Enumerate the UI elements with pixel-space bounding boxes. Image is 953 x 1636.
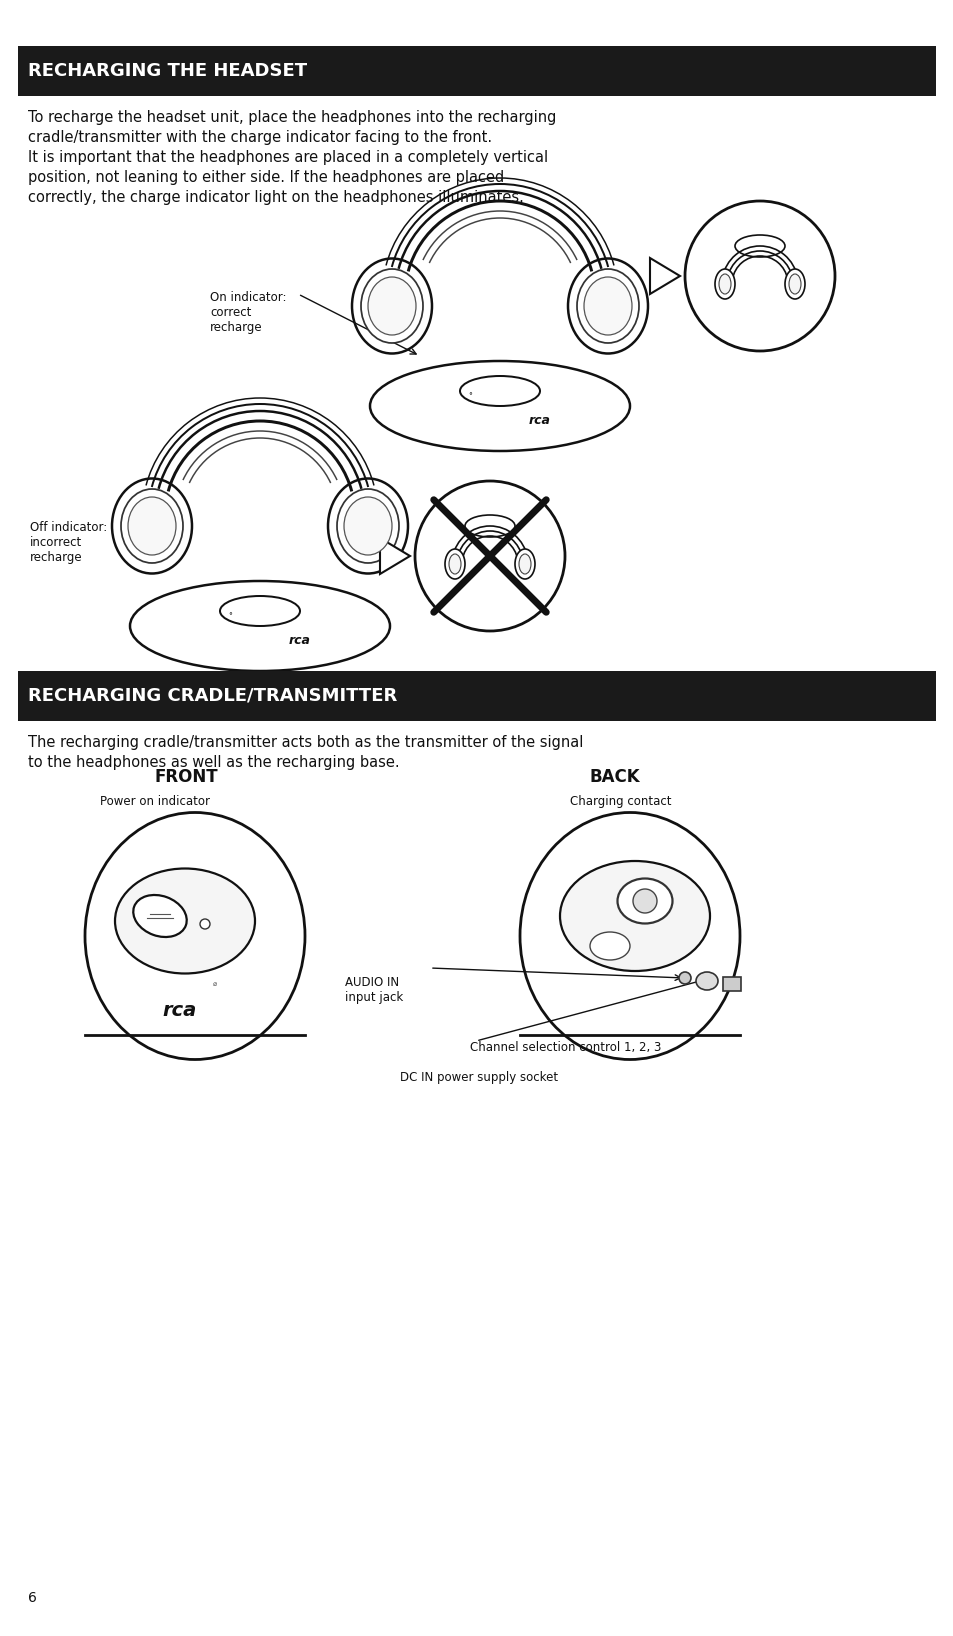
Text: The recharging cradle/transmitter acts both as the transmitter of the signal: The recharging cradle/transmitter acts b…	[28, 735, 583, 749]
Polygon shape	[379, 538, 410, 574]
Bar	[144, 515, 160, 551]
Ellipse shape	[464, 515, 515, 537]
Ellipse shape	[518, 555, 531, 574]
Ellipse shape	[328, 478, 408, 574]
Bar	[359, 515, 375, 551]
Text: rca: rca	[529, 414, 551, 427]
Ellipse shape	[360, 268, 422, 344]
Ellipse shape	[583, 276, 631, 335]
Ellipse shape	[617, 879, 672, 923]
Text: It is important that the headphones are placed in a completely vertical: It is important that the headphones are …	[28, 151, 548, 165]
Ellipse shape	[719, 273, 730, 294]
Ellipse shape	[336, 489, 398, 563]
Ellipse shape	[788, 273, 801, 294]
Ellipse shape	[370, 362, 629, 452]
Text: ⚬: ⚬	[227, 610, 233, 617]
Text: ⚬: ⚬	[467, 391, 473, 398]
Bar	[18, 46, 935, 97]
Ellipse shape	[696, 972, 718, 990]
Text: cradle/transmitter with the charge indicator facing to the front.: cradle/transmitter with the charge indic…	[28, 129, 492, 146]
Ellipse shape	[714, 268, 734, 299]
Ellipse shape	[459, 376, 539, 406]
Text: correctly, the charge indicator light on the headphones illuminates.: correctly, the charge indicator light on…	[28, 190, 523, 204]
Text: RECHARGING CRADLE/TRANSMITTER: RECHARGING CRADLE/TRANSMITTER	[28, 687, 396, 705]
Bar	[722, 977, 740, 991]
Ellipse shape	[515, 550, 535, 579]
Circle shape	[679, 972, 690, 983]
Text: AUDIO IN
input jack: AUDIO IN input jack	[345, 977, 403, 1005]
Text: rca: rca	[163, 1001, 197, 1021]
Text: ⌀: ⌀	[213, 982, 217, 987]
Ellipse shape	[85, 813, 305, 1060]
Bar	[18, 671, 935, 721]
Text: Channel selection control 1, 2, 3: Channel selection control 1, 2, 3	[470, 1040, 660, 1054]
Text: 6: 6	[28, 1590, 37, 1605]
Ellipse shape	[444, 550, 464, 579]
Text: Power on indicator: Power on indicator	[100, 795, 210, 808]
Ellipse shape	[589, 933, 629, 960]
Ellipse shape	[115, 869, 254, 973]
Ellipse shape	[128, 497, 175, 555]
Bar	[384, 296, 399, 330]
Circle shape	[415, 481, 564, 631]
Ellipse shape	[112, 478, 192, 574]
Text: To recharge the headset unit, place the headphones into the recharging: To recharge the headset unit, place the …	[28, 110, 556, 124]
Text: DC IN power supply socket: DC IN power supply socket	[399, 1072, 558, 1085]
Circle shape	[684, 201, 834, 352]
Ellipse shape	[577, 268, 639, 344]
Ellipse shape	[784, 268, 804, 299]
Text: position, not leaning to either side. If the headphones are placed: position, not leaning to either side. If…	[28, 170, 504, 185]
Text: RECHARGING THE HEADSET: RECHARGING THE HEADSET	[28, 62, 307, 80]
Polygon shape	[649, 258, 679, 294]
Text: Off indicator:
incorrect
recharge: Off indicator: incorrect recharge	[30, 520, 107, 564]
Text: rca: rca	[289, 635, 311, 648]
Ellipse shape	[567, 258, 647, 353]
Ellipse shape	[449, 555, 460, 574]
Ellipse shape	[352, 258, 432, 353]
Ellipse shape	[559, 861, 709, 972]
Ellipse shape	[121, 489, 183, 563]
Ellipse shape	[368, 276, 416, 335]
Ellipse shape	[734, 236, 784, 257]
Text: to the headphones as well as the recharging base.: to the headphones as well as the recharg…	[28, 754, 399, 771]
Text: BACK: BACK	[589, 767, 640, 785]
Ellipse shape	[130, 581, 390, 671]
Circle shape	[200, 919, 210, 929]
Text: FRONT: FRONT	[154, 767, 218, 785]
Ellipse shape	[133, 895, 187, 937]
Ellipse shape	[220, 596, 299, 627]
Ellipse shape	[519, 813, 740, 1060]
Text: On indicator:
correct
recharge: On indicator: correct recharge	[210, 291, 286, 334]
Circle shape	[633, 888, 657, 913]
Text: Charging contact: Charging contact	[569, 795, 671, 808]
Ellipse shape	[344, 497, 392, 555]
Bar	[599, 296, 616, 330]
